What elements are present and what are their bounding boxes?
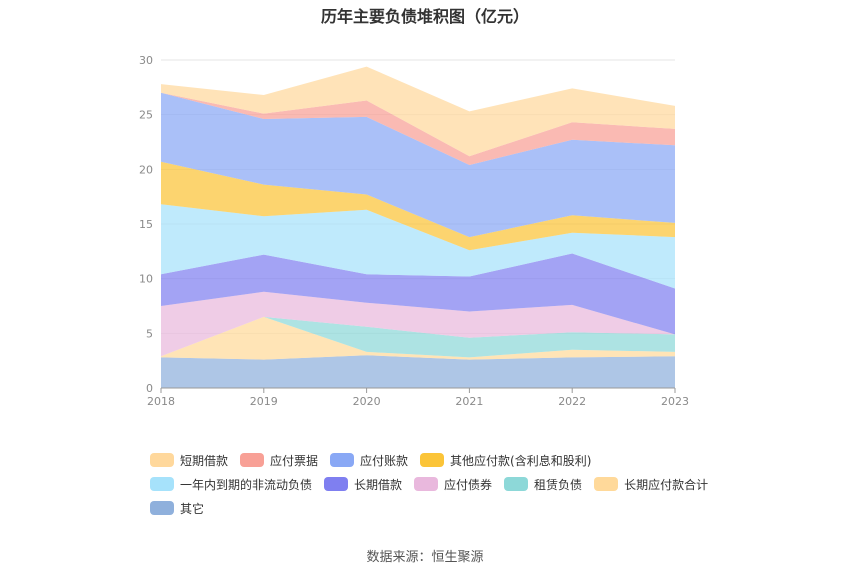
legend-label: 一年内到期的非流动负债 <box>180 477 313 492</box>
area-series-0 <box>161 355 675 388</box>
legend-item[interactable]: 短期借款 <box>150 452 228 469</box>
legend-label: 其它 <box>180 501 205 516</box>
legend-item[interactable]: 一年内到期的非流动负债 <box>150 476 312 493</box>
legend-item[interactable]: 长期借款 <box>324 476 402 493</box>
legend-swatch <box>150 453 174 467</box>
data-source: 数据来源：恒生聚源 <box>366 550 484 565</box>
legend-swatch <box>420 453 445 467</box>
legend-label: 其他应付款(含利息和股利) <box>450 453 592 468</box>
legend-item[interactable]: 其它 <box>150 500 204 517</box>
y-tick-label: 15 <box>139 218 153 231</box>
area-series-3 <box>161 291 675 357</box>
area-series-5 <box>161 204 675 289</box>
legend-label: 应付账款 <box>360 453 409 468</box>
y-tick-label: 30 <box>139 54 153 67</box>
legend-swatch <box>150 501 174 515</box>
legend-item[interactable]: 租赁负债 <box>504 476 582 493</box>
area-layer <box>161 66 675 388</box>
legend-item[interactable]: 应付票据 <box>240 452 318 469</box>
area-series-9 <box>161 66 675 157</box>
legend-row: 短期借款 应付票据 应付账款 其他应付款(含利息和股利) <box>150 448 750 472</box>
area-series-7 <box>161 92 675 238</box>
legend-item[interactable]: 应付账款 <box>330 452 408 469</box>
legend-label: 长期应付款合计 <box>624 477 709 492</box>
legend-item[interactable]: 其他应付款(含利息和股利) <box>420 452 591 469</box>
legend-swatch <box>594 477 619 491</box>
legend-row: 其它 <box>150 496 750 520</box>
y-tick-label: 5 <box>146 327 153 340</box>
x-tick-label: 2021 <box>455 395 483 408</box>
legend-swatch <box>150 477 174 491</box>
legend-swatch <box>330 453 355 467</box>
area-series-2 <box>161 316 675 358</box>
legend-label: 租赁负债 <box>534 477 583 492</box>
legend-item[interactable]: 应付债券 <box>414 476 492 493</box>
y-tick-label: 10 <box>139 273 153 286</box>
area-series-1 <box>161 316 675 360</box>
x-tick-label: 2023 <box>661 395 689 408</box>
legend-label: 应付债券 <box>444 477 493 492</box>
legend: 短期借款 应付票据 应付账款 其他应付款(含利息和股利) 一年内到期的非流动负债 长期借款… <box>150 448 750 520</box>
area-series-8 <box>161 92 675 165</box>
legend-swatch <box>504 477 529 491</box>
area-series-4 <box>161 253 675 335</box>
legend-label: 应付票据 <box>270 453 319 468</box>
y-tick-label: 0 <box>146 382 153 395</box>
x-tick-label: 2018 <box>147 395 175 408</box>
x-tick-label: 2019 <box>250 395 278 408</box>
legend-swatch <box>240 453 265 467</box>
x-tick-label: 2020 <box>353 395 381 408</box>
y-tick-label: 25 <box>139 109 153 122</box>
legend-row: 一年内到期的非流动负债 长期借款 应付债券 租赁负债 长期应付款合计 <box>150 472 750 496</box>
area-series-6 <box>161 161 675 251</box>
chart-title: 历年主要负债堆积图（亿元） <box>320 7 529 26</box>
axis-layer: 0 5 10 15 20 25 30 2018 2019 2020 2021 2022 2023 <box>139 54 689 408</box>
legend-label: 长期借款 <box>354 477 403 492</box>
stacked-area-chart: 0 5 10 15 20 25 30 2018 2019 2020 2021 2022 2023 <box>139 54 689 408</box>
legend-swatch <box>414 477 439 491</box>
legend-swatch <box>324 477 349 491</box>
legend-label: 短期借款 <box>180 453 229 468</box>
legend-item[interactable]: 长期应付款合计 <box>594 476 708 493</box>
y-tick-label: 20 <box>139 163 153 176</box>
x-tick-label: 2022 <box>558 395 586 408</box>
